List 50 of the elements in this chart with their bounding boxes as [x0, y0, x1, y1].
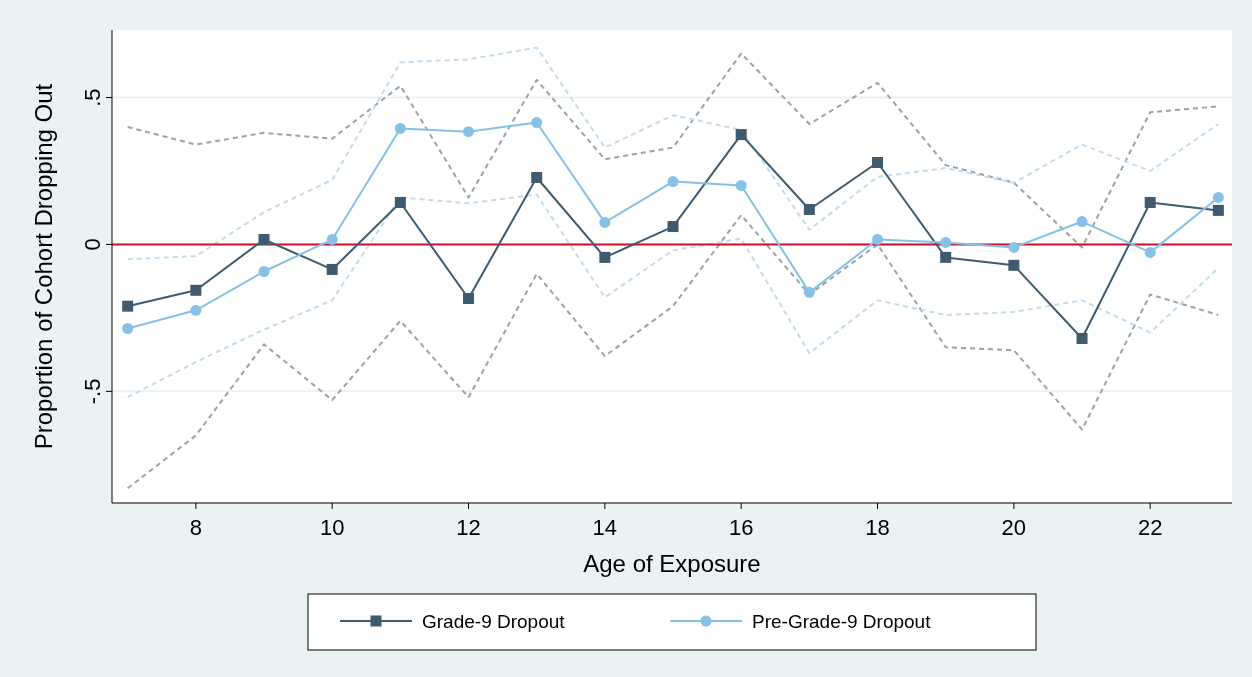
point — [258, 265, 270, 277]
y-axis-title: Proportion of Cohort Dropping Out — [30, 83, 57, 450]
point — [1212, 204, 1224, 216]
point — [326, 233, 338, 245]
x-tick-label: 12 — [456, 515, 481, 540]
legend-label: Grade-9 Dropout — [422, 611, 566, 632]
point — [258, 233, 270, 245]
point — [1008, 259, 1020, 271]
point — [122, 322, 134, 334]
x-tick-label: 18 — [865, 515, 890, 540]
point — [599, 216, 611, 228]
point — [122, 300, 134, 312]
point — [531, 117, 543, 129]
point — [531, 171, 543, 183]
point — [1144, 196, 1156, 208]
point — [735, 129, 747, 141]
point — [1212, 191, 1224, 203]
point — [1144, 246, 1156, 258]
point — [1076, 216, 1088, 228]
point — [735, 179, 747, 191]
point — [394, 122, 406, 134]
point — [872, 233, 884, 245]
point — [667, 221, 679, 233]
point — [190, 284, 202, 296]
y-tick-label: -.5 — [80, 378, 105, 405]
x-tick-label: 22 — [1137, 515, 1163, 540]
point — [667, 176, 679, 188]
x-tick-label: 10 — [319, 515, 345, 540]
point — [940, 236, 952, 248]
x-tick-label: 14 — [592, 515, 618, 540]
point — [599, 251, 611, 263]
point — [1008, 241, 1020, 253]
point — [872, 157, 884, 168]
point — [803, 204, 815, 216]
line-series — [126, 214, 1220, 490]
x-tick-label: 8 — [189, 515, 202, 540]
point — [1076, 332, 1088, 344]
point — [463, 293, 475, 305]
point — [940, 251, 952, 263]
point — [190, 304, 202, 316]
y-tick-label: 0 — [80, 238, 105, 251]
x-axis-title: Age of Exposure — [583, 550, 761, 577]
point — [803, 286, 815, 298]
legend-label: Pre-Grade-9 Dropout — [752, 611, 932, 632]
point — [463, 126, 475, 138]
x-tick-label: 20 — [1001, 515, 1027, 540]
point — [326, 263, 338, 275]
x-tick-label: 16 — [728, 515, 754, 540]
y-tick-label: .5 — [80, 88, 105, 107]
point — [394, 196, 406, 208]
